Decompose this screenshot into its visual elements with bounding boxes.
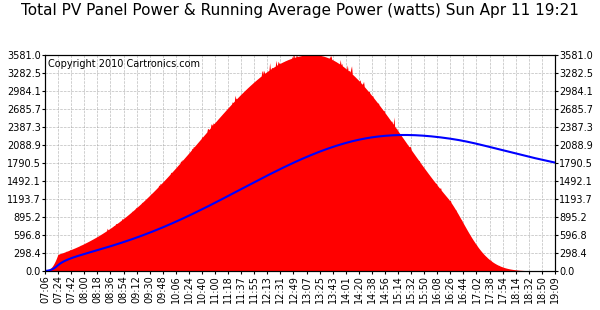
Text: Copyright 2010 Cartronics.com: Copyright 2010 Cartronics.com [47, 59, 200, 69]
Text: Total PV Panel Power & Running Average Power (watts) Sun Apr 11 19:21: Total PV Panel Power & Running Average P… [21, 3, 579, 18]
